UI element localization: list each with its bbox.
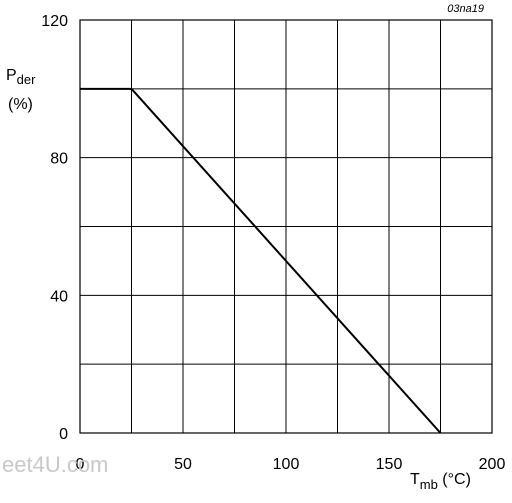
x-tick-label: 100 [273, 456, 300, 473]
grid-layer [80, 20, 492, 433]
y-axis-label-main: P [6, 67, 17, 84]
x-axis-label-unit: (°C) [438, 471, 471, 488]
watermark-text: eet4U.com [2, 452, 108, 477]
x-axis-label: Tmb (°C) [410, 471, 471, 492]
y-tick-label: 80 [50, 151, 68, 168]
tick-layer: 0 50 100 150 200 0 40 80 120 [41, 13, 505, 473]
y-axis-unit: (%) [8, 96, 33, 113]
y-tick-label: 0 [59, 426, 68, 443]
plot-area-border [79, 19, 493, 434]
x-tick-label: 150 [376, 456, 403, 473]
series-line [80, 87, 442, 434]
x-axis-label-subscript: mb [420, 477, 438, 492]
x-axis-label-main: T [410, 471, 420, 488]
series-layer [80, 87, 442, 434]
y-axis-label: Pder [6, 67, 36, 87]
x-tick-label: 50 [174, 456, 192, 473]
x-tick-label: 200 [479, 456, 506, 473]
y-axis-label-subscript: der [17, 72, 36, 87]
x-tick-label: 0 [76, 456, 85, 473]
figure-id: 03na19 [447, 3, 484, 15]
y-tick-label: 40 [50, 288, 68, 305]
y-tick-label: 120 [41, 13, 68, 30]
plot-frame [79, 19, 493, 434]
